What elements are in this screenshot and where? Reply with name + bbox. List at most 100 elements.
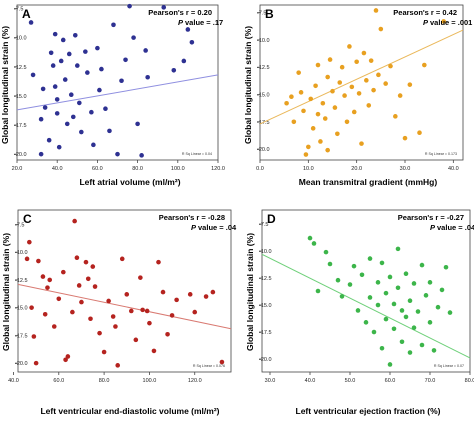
data-point — [62, 77, 68, 82]
panel-label: D — [267, 212, 276, 226]
data-point — [327, 261, 333, 267]
x-tick-label: 100.0 — [143, 378, 157, 384]
data-point — [354, 59, 359, 65]
data-point — [36, 258, 41, 264]
data-point — [91, 142, 96, 148]
data-point — [63, 357, 68, 363]
data-point — [66, 51, 72, 57]
data-point — [447, 310, 453, 315]
data-point — [99, 66, 104, 72]
data-point — [323, 249, 329, 255]
panel-label: A — [22, 7, 31, 21]
x-tick-label: 30.0 — [400, 166, 411, 172]
data-point — [160, 289, 166, 295]
data-point — [89, 109, 94, 115]
data-point — [144, 308, 150, 314]
data-point — [375, 302, 381, 308]
data-point — [27, 239, 32, 245]
data-point — [311, 241, 317, 246]
data-point — [395, 285, 401, 291]
data-point — [419, 342, 425, 348]
data-point — [415, 309, 421, 314]
data-point — [315, 111, 321, 117]
data-point — [83, 259, 89, 265]
data-point — [38, 151, 44, 157]
data-point — [342, 93, 347, 98]
data-point — [38, 116, 44, 122]
data-point — [399, 308, 405, 313]
y-tick-label: -7.5 — [259, 222, 268, 228]
data-point — [419, 262, 425, 268]
data-point — [403, 314, 409, 320]
data-point — [435, 304, 441, 310]
panel-d: D-7.5 -10.0 -12.5 -15.0 -17.5 -20.0 30.0 40.0 50… — [245, 209, 474, 416]
y-tick-label: -20.0 — [259, 357, 272, 363]
y-tick-label: -15.0 — [257, 93, 270, 99]
data-point — [124, 292, 130, 297]
data-point — [301, 108, 306, 114]
data-point — [56, 296, 62, 302]
data-point — [332, 105, 338, 110]
y-axis-label: Global longitudinal strain (%) — [243, 26, 253, 144]
y-tick-label: -12.5 — [14, 65, 27, 71]
data-point — [103, 106, 108, 112]
data-point — [110, 314, 116, 319]
x-axis-label: Left atrial volume (ml/m²) — [79, 177, 180, 187]
data-point — [52, 84, 58, 89]
data-point — [33, 360, 39, 366]
data-point — [101, 349, 107, 355]
data-point — [40, 86, 46, 92]
x-tick-label: 0.0 — [256, 166, 264, 172]
x-tick-label: 120.0 — [211, 166, 225, 172]
x-tick-label: 80.0 — [99, 378, 110, 384]
x-tick-label: 20.0 — [12, 166, 23, 172]
data-point — [320, 100, 326, 106]
data-point — [77, 100, 82, 106]
x-tick-label: 40.0 — [305, 378, 316, 384]
data-point — [51, 324, 57, 329]
data-point — [411, 281, 417, 286]
pearson-r: Pearson's r = -0.27 — [398, 213, 464, 222]
x-tick-label: 120.0 — [188, 378, 202, 384]
data-point — [133, 337, 139, 343]
pearson-r: Pearson's r = 0.42 — [393, 8, 457, 17]
data-point — [291, 119, 297, 125]
y-tick-label: -10.0 — [257, 38, 270, 44]
data-point — [54, 97, 60, 102]
data-point — [363, 320, 369, 325]
data-point — [140, 307, 145, 313]
x-tick-label: 50.0 — [345, 378, 356, 384]
x-tick-label: 60.0 — [385, 378, 396, 384]
data-point — [115, 151, 120, 157]
y-tick-label: -15.0 — [259, 303, 272, 309]
p-value-symbol: P — [430, 223, 436, 232]
data-point — [123, 57, 128, 63]
y-axis-label: Global longitudinal strain (%) — [1, 233, 11, 351]
data-point — [85, 70, 90, 75]
y-tick-label: -12.5 — [259, 276, 272, 282]
y-tick-label: -15.0 — [14, 94, 27, 100]
data-point — [308, 96, 314, 102]
data-point — [355, 308, 361, 313]
data-point — [399, 339, 405, 345]
y-tick-label: -17.5 — [14, 123, 27, 129]
x-axis-label: Left ventricular end-diastolic volume (m… — [40, 406, 219, 416]
data-point — [54, 111, 60, 116]
data-point — [210, 289, 216, 295]
data-point — [138, 275, 143, 280]
data-point — [289, 94, 294, 99]
x-tick-label: 60.0 — [53, 378, 64, 384]
data-point — [192, 309, 198, 315]
data-point — [135, 121, 140, 127]
regression-line — [259, 29, 464, 125]
data-point — [391, 301, 397, 307]
x-axis-label: Left ventricular ejection fraction (%) — [296, 406, 441, 416]
data-point — [131, 35, 136, 40]
data-point — [174, 297, 179, 303]
y-tick-label: -7.5 — [14, 6, 23, 12]
data-point — [315, 62, 321, 68]
x-tick-label: 20.0 — [351, 166, 362, 172]
